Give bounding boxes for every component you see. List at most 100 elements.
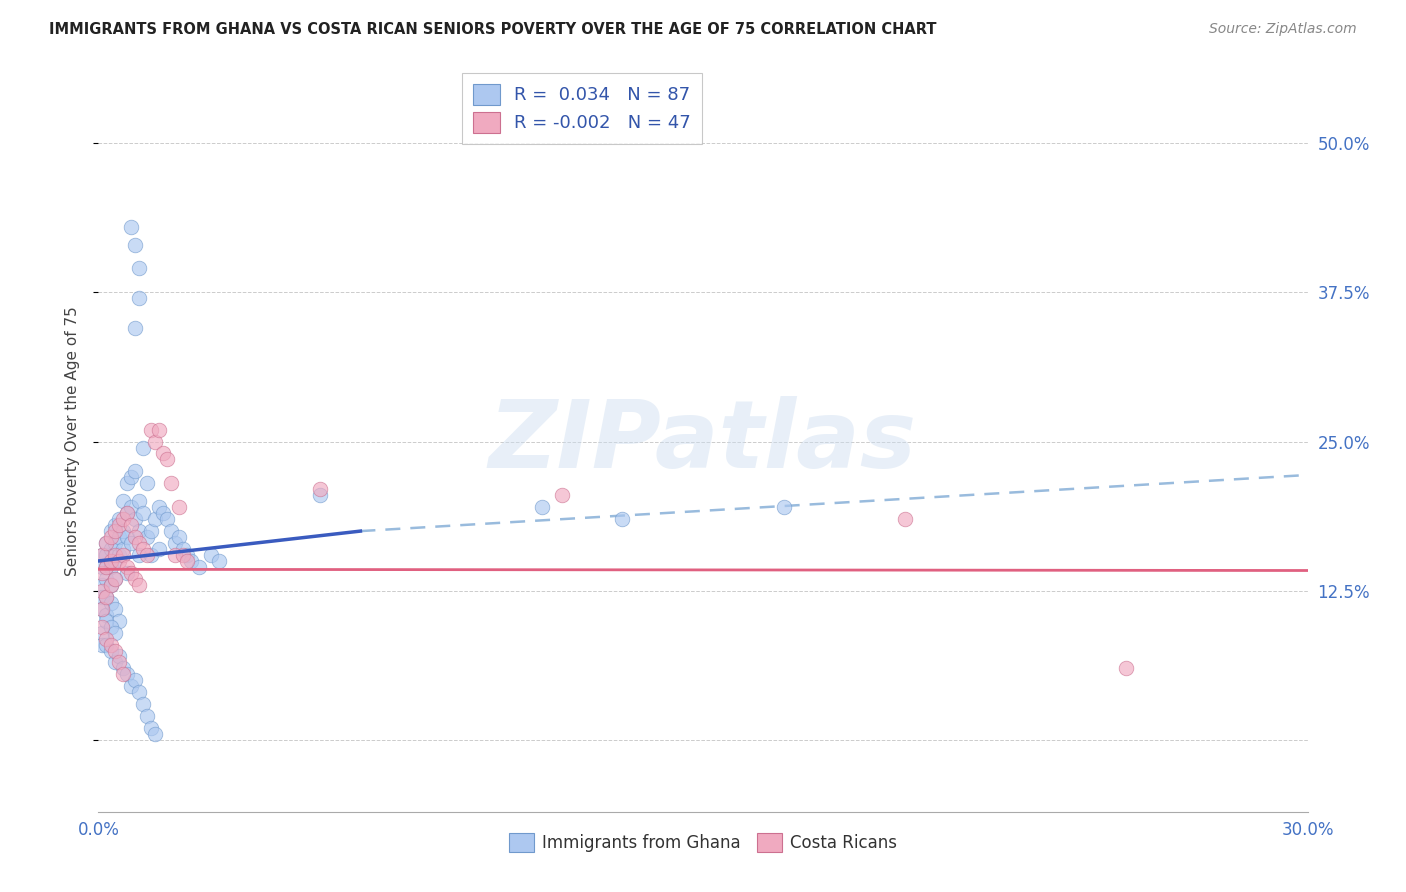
Point — [107, 512, 129, 526]
Point — [103, 643, 125, 657]
Point — [107, 530, 129, 544]
Point — [148, 500, 170, 515]
Point — [120, 518, 142, 533]
Point — [100, 524, 122, 538]
Point — [128, 494, 150, 508]
Point — [309, 483, 332, 497]
Point — [91, 601, 114, 615]
Point — [111, 524, 134, 538]
Point — [135, 709, 157, 723]
Point — [200, 548, 222, 562]
Point — [91, 638, 114, 652]
Point — [96, 536, 118, 550]
Point — [124, 572, 146, 586]
Point — [111, 667, 134, 681]
Point — [111, 541, 134, 556]
Point — [172, 548, 194, 562]
Point — [128, 291, 150, 305]
Point — [172, 541, 194, 556]
Point — [143, 512, 166, 526]
Point — [612, 512, 634, 526]
Point — [163, 548, 186, 562]
Point — [103, 536, 125, 550]
Point — [180, 554, 202, 568]
Point — [135, 530, 157, 544]
Point — [139, 548, 162, 562]
Point — [91, 620, 114, 634]
Point — [103, 524, 125, 538]
Point — [100, 541, 122, 556]
Point — [148, 541, 170, 556]
Point — [103, 625, 125, 640]
Text: IMMIGRANTS FROM GHANA VS COSTA RICAN SENIORS POVERTY OVER THE AGE OF 75 CORRELAT: IMMIGRANTS FROM GHANA VS COSTA RICAN SEN… — [49, 22, 936, 37]
Legend: Immigrants from Ghana, Costa Ricans: Immigrants from Ghana, Costa Ricans — [502, 826, 904, 859]
Text: Source: ZipAtlas.com: Source: ZipAtlas.com — [1209, 22, 1357, 37]
Point — [128, 524, 150, 538]
Point — [156, 512, 179, 526]
Point — [115, 506, 138, 520]
Point — [115, 530, 138, 544]
Point — [132, 541, 155, 556]
Point — [100, 578, 122, 592]
Point — [176, 554, 198, 568]
Point — [96, 614, 118, 628]
Point — [91, 548, 114, 562]
Point — [107, 548, 129, 562]
Point — [96, 548, 118, 562]
Point — [176, 548, 198, 562]
Point — [100, 643, 122, 657]
Point — [120, 219, 142, 234]
Point — [115, 667, 138, 681]
Point — [96, 590, 118, 604]
Point — [772, 500, 794, 515]
Point — [120, 470, 142, 484]
Point — [111, 494, 134, 508]
Point — [160, 476, 183, 491]
Point — [111, 661, 134, 675]
Point — [115, 560, 138, 574]
Point — [100, 620, 122, 634]
Point — [135, 476, 157, 491]
Point — [128, 578, 150, 592]
Point — [156, 452, 179, 467]
Point — [91, 625, 114, 640]
Point — [115, 506, 138, 520]
Point — [96, 590, 118, 604]
Point — [124, 673, 146, 688]
Point — [115, 476, 138, 491]
Point — [139, 423, 162, 437]
Point — [124, 237, 146, 252]
Point — [188, 560, 211, 574]
Point — [107, 518, 129, 533]
Point — [551, 488, 574, 502]
Point — [91, 590, 114, 604]
Point — [91, 583, 114, 598]
Point — [148, 423, 170, 437]
Point — [120, 536, 142, 550]
Point — [167, 530, 190, 544]
Point — [96, 572, 118, 586]
Point — [107, 656, 129, 670]
Point — [309, 488, 332, 502]
Point — [103, 601, 125, 615]
Point — [152, 506, 174, 520]
Point — [91, 560, 114, 574]
Point — [124, 530, 146, 544]
Point — [111, 548, 134, 562]
Point — [107, 614, 129, 628]
Point — [893, 512, 915, 526]
Point — [208, 554, 231, 568]
Point — [115, 566, 138, 580]
Point — [530, 500, 553, 515]
Point — [100, 578, 122, 592]
Point — [152, 446, 174, 460]
Point — [124, 512, 146, 526]
Point — [160, 524, 183, 538]
Point — [139, 524, 162, 538]
Point — [103, 548, 125, 562]
Point — [91, 601, 114, 615]
Point — [120, 566, 142, 580]
Point — [135, 548, 157, 562]
Y-axis label: Seniors Poverty Over the Age of 75: Seniors Poverty Over the Age of 75 — [65, 307, 80, 576]
Point — [143, 727, 166, 741]
